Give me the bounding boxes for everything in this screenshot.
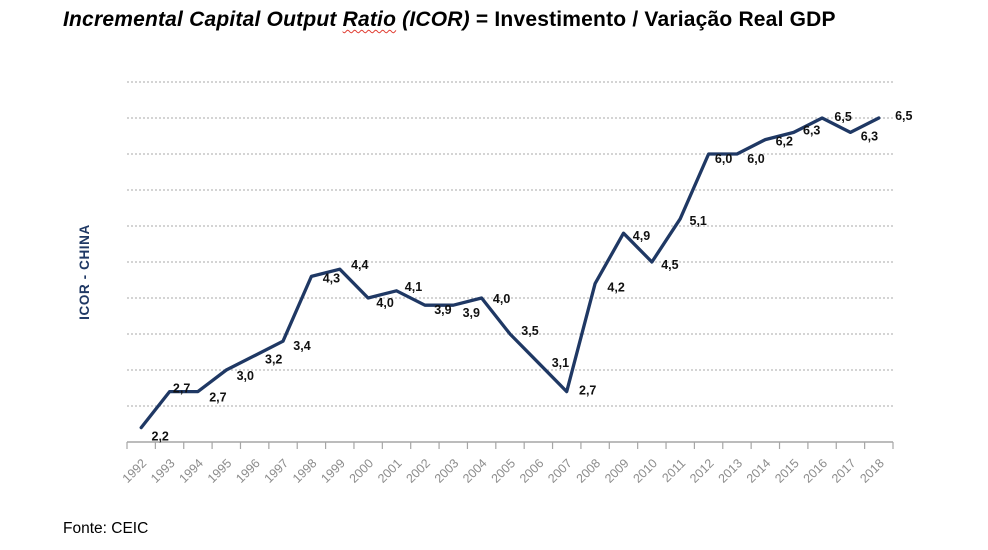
x-tick-label: 2006: [517, 456, 547, 486]
data-point-label: 6,5: [834, 110, 851, 124]
data-point-label: 3,0: [237, 369, 254, 383]
x-tick-label: 2015: [772, 456, 802, 486]
x-tick-label: 2010: [630, 456, 660, 486]
data-point-label: 2,7: [173, 382, 190, 396]
x-tick-label: 2000: [347, 456, 377, 486]
x-tick-label: 2011: [659, 456, 688, 485]
x-tick-label: 2003: [432, 456, 462, 486]
title-segment-spellcheck: Ratio: [342, 8, 397, 31]
x-tick-label: 2007: [545, 456, 575, 486]
data-point-label: 2,7: [579, 384, 596, 398]
x-tick-label: 1998: [290, 456, 320, 486]
x-tick-label: 2008: [574, 456, 604, 486]
data-point-label: 4,0: [493, 292, 510, 306]
data-point-label: 3,5: [521, 324, 538, 338]
data-point-label: 6,0: [747, 152, 764, 166]
x-tick-label: 2001: [375, 456, 405, 486]
data-point-label: 4,2: [607, 281, 624, 295]
title-segment-italic: Incremental Capital Output: [63, 8, 343, 31]
data-point-label: 4,4: [351, 258, 368, 272]
x-tick-label: 1992: [120, 456, 150, 486]
x-tick-label: 2017: [829, 456, 859, 486]
data-point-label: 3,9: [434, 303, 451, 317]
page-title: Incremental Capital Output Ratio (ICOR) …: [63, 6, 933, 34]
data-point-label: 6,5: [895, 109, 912, 123]
data-point-label: 3,2: [265, 353, 282, 367]
y-axis-title: ICOR - CHINA: [77, 224, 92, 320]
data-point-label: 3,9: [463, 306, 480, 320]
data-point-label: 4,3: [323, 271, 340, 285]
data-point-label: 6,3: [861, 129, 878, 143]
x-tick-label: 2005: [489, 456, 519, 486]
title-segment-formula: = Investimento / Variação Real GDP: [469, 8, 836, 31]
data-point-label: 4,5: [661, 258, 678, 272]
data-point-label: 5,1: [690, 214, 707, 228]
x-tick-label: 2004: [460, 456, 490, 486]
data-point-label: 3,1: [552, 356, 569, 370]
x-tick-label: 2012: [687, 456, 717, 486]
x-tick-label: 2002: [403, 456, 433, 486]
data-point-label: 2,2: [152, 430, 169, 444]
x-tick-label: 1997: [262, 456, 292, 486]
source-note: Fonte: CEIC: [63, 520, 149, 537]
x-tick-label: 1996: [233, 456, 263, 486]
x-tick-label: 1995: [205, 456, 235, 486]
x-tick-label: 1994: [176, 456, 206, 486]
x-tick-label: 1999: [318, 456, 348, 486]
x-tick-label: 2014: [744, 456, 774, 486]
data-point-label: 6,0: [715, 152, 732, 166]
data-point-label: 2,7: [209, 391, 226, 405]
x-tick-label: 2013: [716, 456, 746, 486]
data-point-label: 4,1: [405, 280, 422, 294]
x-tick-label: 2018: [857, 456, 887, 486]
data-point-label: 6,3: [803, 123, 820, 137]
title-segment-icor: (ICOR): [396, 8, 470, 31]
data-point-label: 6,2: [776, 135, 793, 149]
x-tick-label: 2009: [602, 456, 632, 486]
icor-line: [139, 116, 881, 430]
data-point-label: 3,4: [293, 339, 310, 353]
data-point-label: 4,9: [633, 229, 650, 243]
x-tick-label: 2016: [801, 456, 831, 486]
data-point-label: 4,0: [376, 296, 393, 310]
x-tick-label: 1993: [148, 456, 178, 486]
